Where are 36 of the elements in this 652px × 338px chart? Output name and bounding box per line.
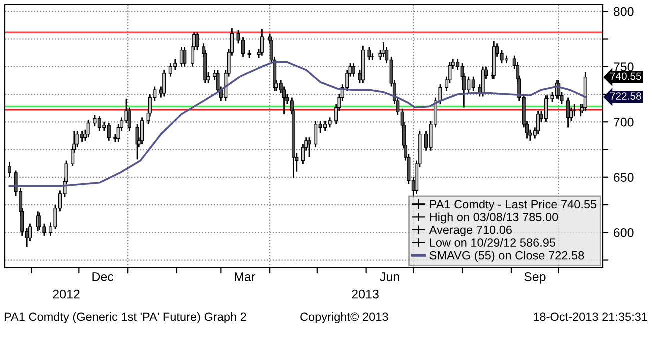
text: 740.55 (610, 72, 642, 80)
text: 2012 (53, 290, 80, 299)
annotation: Low on 10/29/12 586.95 (430, 238, 556, 247)
y-tick-label: 600 (614, 228, 634, 238)
y-tick-label: 800 (614, 7, 634, 16)
candlestick (536, 110, 540, 135)
x-tick-label: Sep (524, 272, 546, 284)
legend-label: SMAVG (55) on Close 722.58 (430, 251, 584, 262)
candlestick (196, 32, 200, 51)
text: 2013 (352, 290, 379, 299)
y-tick-label: 700 (614, 118, 634, 127)
line-series (8, 62, 587, 188)
x-tick-label: Jun (380, 272, 400, 282)
legend-label: PA1 Comdty - Last Price 740.55 (430, 200, 597, 211)
candlestick (352, 62, 356, 78)
y-tick-label: 650 (614, 173, 634, 182)
candlestick (481, 66, 485, 98)
candlestick (241, 36, 246, 58)
candlestick (260, 28, 264, 57)
x-tick-label: Mar (235, 272, 256, 282)
x-tick-label: Dec (92, 272, 114, 282)
candlestick (162, 70, 166, 98)
candlestick (438, 84, 442, 106)
candlestick (86, 119, 90, 138)
annotation: High on 03/08/13 785.00 (430, 212, 558, 224)
annotation: Average 710.06 (429, 226, 512, 237)
text: PA1 Comdty (Generic 1st 'PA' Future) Graph 2 (4, 312, 246, 324)
text: Copyright© 2013 (300, 312, 388, 324)
candlestick (183, 46, 187, 68)
text: 722.58 (610, 92, 642, 100)
candlestick (8, 161, 12, 178)
candlestick (566, 97, 570, 128)
text: 18-Oct-2013 21:35:31 (534, 312, 648, 322)
candlestick (308, 136, 312, 158)
candlestick (368, 46, 372, 61)
y-tick-label: 750 (614, 62, 634, 72)
